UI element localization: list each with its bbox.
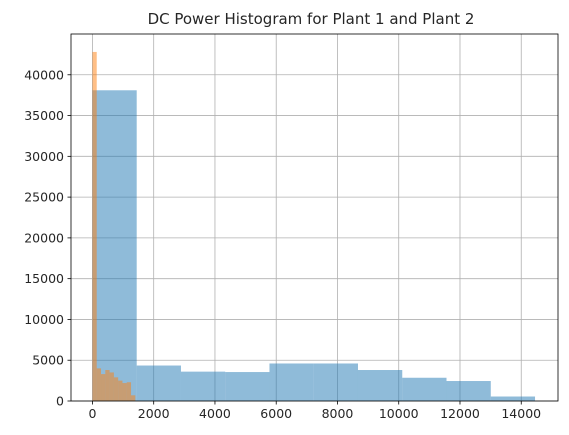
histogram-bar <box>105 370 110 401</box>
y-tick-label: 25000 <box>24 190 64 205</box>
grid-layer <box>71 34 558 402</box>
histogram-bar <box>92 51 97 401</box>
y-tick-label: 40000 <box>24 67 64 82</box>
y-tick-label: 0 <box>56 394 64 409</box>
histogram-bar <box>402 377 447 401</box>
histogram-bar <box>225 372 270 401</box>
histogram-bar <box>92 90 137 402</box>
histogram-bar <box>269 363 314 401</box>
y-tick-label: 20000 <box>24 230 64 245</box>
x-tick-label: 12000 <box>440 406 480 421</box>
x-tick-label: 10000 <box>379 406 419 421</box>
x-tick-label: 0 <box>88 406 96 421</box>
histogram-bar <box>313 363 358 401</box>
x-tick-label: 6000 <box>260 406 292 421</box>
y-tick-label: 35000 <box>24 108 64 123</box>
x-tick-label: 2000 <box>138 406 170 421</box>
axes-layer: 0 2000 4000 6000 8000 10000 12000 14000 0 5000 100… <box>24 33 559 421</box>
histogram-bar <box>96 368 102 401</box>
histogram-bar <box>357 370 403 401</box>
y-tick-label: 30000 <box>24 149 64 164</box>
histogram-bar <box>113 377 119 401</box>
y-tick-label: 15000 <box>24 271 64 286</box>
histogram-bar <box>118 380 123 401</box>
x-tick-label: 4000 <box>199 406 231 421</box>
histogram-bar <box>446 381 491 401</box>
histogram-bar <box>101 374 106 401</box>
histogram-bar <box>180 371 226 401</box>
bars-layer <box>92 51 536 402</box>
plot-frame <box>70 33 559 402</box>
histogram-bar <box>131 395 136 401</box>
histogram-bar <box>126 382 132 401</box>
histogram-bar <box>136 365 181 401</box>
x-tick-label: 8000 <box>322 406 354 421</box>
histogram-bar <box>122 383 127 401</box>
histogram-bar <box>490 396 536 401</box>
y-tick-label: 5000 <box>32 353 64 368</box>
x-tick-label: 14000 <box>501 406 541 421</box>
chart-title: DC Power Histogram for Plant 1 and Plant… <box>148 10 475 28</box>
y-tick-label: 10000 <box>24 312 64 327</box>
histogram-bar <box>109 372 114 401</box>
